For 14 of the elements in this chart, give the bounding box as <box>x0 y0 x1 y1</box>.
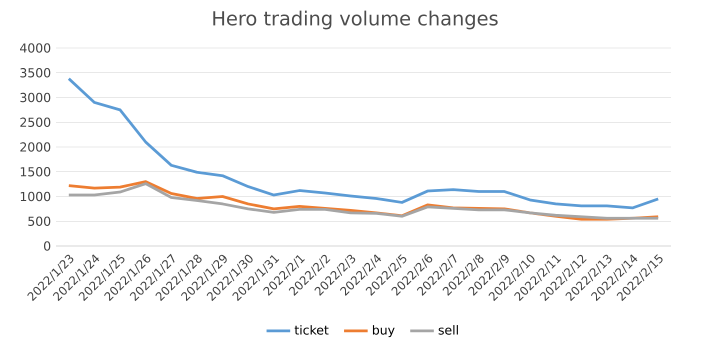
y-tick-label: 500 <box>28 216 50 226</box>
y-tick-label: 1500 <box>20 167 50 176</box>
y-tick-label: 3500 <box>20 68 50 78</box>
legend-label: ticket <box>294 325 329 335</box>
chart-title: Hero trading volume changes <box>213 10 498 30</box>
line-series <box>67 77 660 210</box>
legend-label: buy <box>372 325 395 338</box>
y-tick-label: 3000 <box>20 92 50 102</box>
y-tick-label: 0 <box>44 241 50 251</box>
y-tick-label: 2500 <box>20 118 50 127</box>
legend-label: sell <box>438 325 458 335</box>
y-tick-label: 2000 <box>20 142 50 152</box>
y-tick-label: 4000 <box>20 43 50 53</box>
y-tick-label: 1000 <box>20 192 50 202</box>
